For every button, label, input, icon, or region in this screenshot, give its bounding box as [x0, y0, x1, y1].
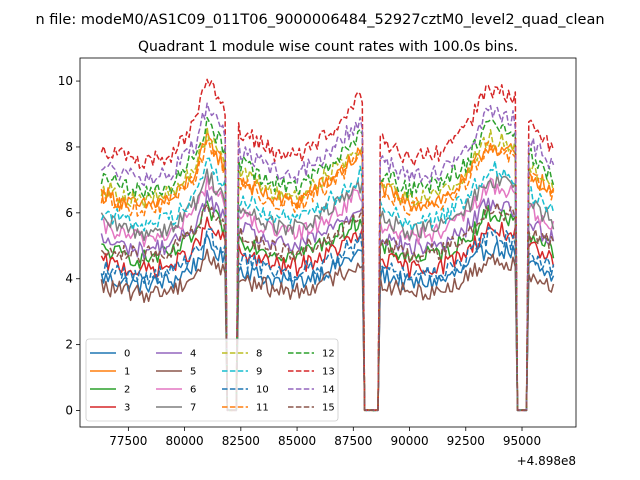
series-line-10	[101, 226, 555, 412]
series-line-5	[100, 248, 555, 412]
x-offset-label: +4.898e8	[517, 454, 576, 468]
y-tick-label: 0	[65, 404, 73, 418]
series-line-12	[100, 116, 555, 412]
series-line-14	[100, 102, 555, 412]
chart-title: Quadrant 1 module wise count rates with …	[138, 39, 518, 55]
x-tick-label: 95000	[503, 434, 541, 448]
x-tick-label: 85000	[278, 434, 316, 448]
x-tick-label: 77500	[109, 434, 147, 448]
axes-frame	[79, 57, 577, 428]
y-tick-label: 10	[58, 74, 73, 88]
legend-label: 5	[190, 367, 196, 378]
x-tick-label: 90000	[390, 434, 428, 448]
x-tick-label: 80000	[166, 434, 204, 448]
y-tick-label: 6	[65, 206, 73, 220]
legend-label: 4	[190, 349, 196, 360]
series-layer	[100, 78, 555, 412]
series-line-7	[100, 168, 555, 412]
legend-label: 12	[322, 349, 335, 360]
y-tick-label: 4	[65, 272, 73, 286]
legend-label: 1	[124, 367, 130, 378]
series-line-2	[101, 200, 555, 412]
series-line-9	[100, 157, 555, 412]
legend-label: 13	[322, 367, 335, 378]
legend-label: 6	[190, 385, 196, 396]
x-tick-label: 82500	[222, 434, 260, 448]
figure-suptitle: n file: modeM0/AS1C09_011T06_9000006484_…	[35, 12, 604, 28]
legend-label: 3	[124, 403, 130, 414]
series-line-4	[100, 189, 555, 412]
y-tick-label: 2	[65, 338, 73, 352]
legend-label: 9	[256, 367, 262, 378]
y-axis: 0 2 4 6 8 10	[58, 74, 80, 418]
legend-label: 7	[190, 403, 196, 414]
legend-label: 0	[124, 349, 130, 360]
legend-label: 8	[256, 349, 262, 360]
legend-label: 15	[322, 403, 335, 414]
x-axis: 77500 80000 82500 85000 87500 90000 92500 95000	[109, 427, 541, 448]
legend-label: 2	[124, 385, 130, 396]
series-line-8	[100, 126, 555, 412]
x-tick-label: 92500	[447, 434, 485, 448]
legend-frame	[85, 338, 339, 422]
y-tick-label: 8	[65, 140, 73, 154]
series-line-15	[100, 201, 555, 412]
series-line-11	[100, 139, 555, 412]
series-line-13	[100, 78, 555, 412]
legend-label: 10	[256, 385, 269, 396]
legend-label: 14	[322, 385, 335, 396]
legend-label: 11	[256, 403, 269, 414]
x-tick-label: 87500	[334, 434, 372, 448]
